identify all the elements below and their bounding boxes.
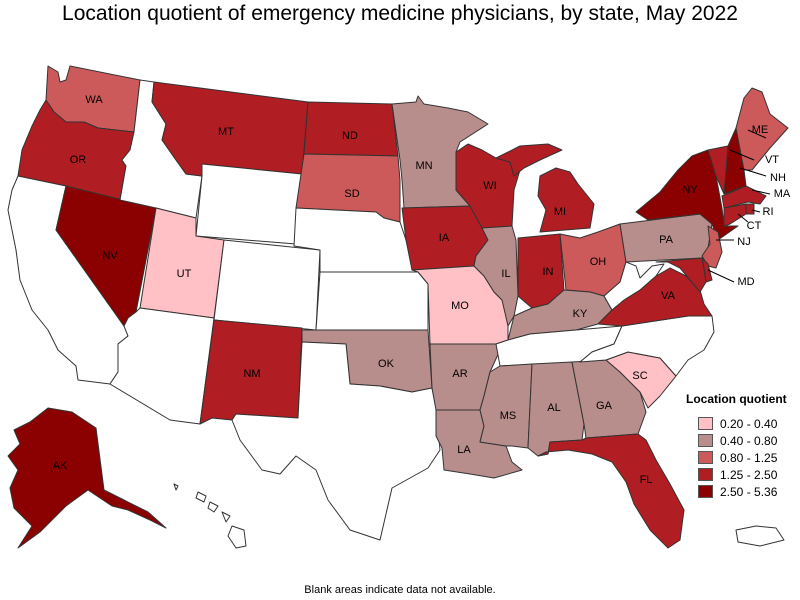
state-label-fl: FL (640, 474, 653, 486)
state-de[interactable] (701, 257, 713, 283)
state-il[interactable] (473, 225, 519, 327)
state-label-al: AL (547, 402, 560, 414)
state-mn[interactable] (391, 95, 489, 209)
state-label-wi: WI (483, 180, 496, 192)
legend-title: Location quotient (686, 392, 787, 406)
footnote: Blank areas indicate data not available. (304, 584, 496, 596)
state-label-mt: MT (218, 126, 234, 138)
state-tx[interactable] (231, 341, 441, 541)
state-label-mo: MO (451, 300, 469, 312)
state-label-vt: VT (765, 154, 779, 166)
state-az[interactable] (109, 307, 215, 425)
state-label-mi: MI (554, 206, 566, 218)
state-ak[interactable] (7, 407, 167, 549)
state-label-ia: IA (439, 232, 450, 244)
state-label-oh: OH (590, 256, 607, 268)
state-label-ct: CT (747, 220, 762, 232)
legend-label: 1.25 - 2.50 (720, 467, 778, 482)
legend-swatch (698, 417, 713, 430)
state-label-nd: ND (342, 130, 358, 142)
state-label-ut: UT (177, 268, 192, 280)
state-label-ga: GA (596, 400, 613, 412)
state-label-mn: MN (415, 160, 432, 172)
legend-label: 0.80 - 1.25 (720, 450, 778, 465)
legend-item: 0.20 - 0.40 (686, 415, 798, 432)
legend-item: 0.40 - 0.80 (686, 432, 798, 449)
state-label-va: VA (661, 290, 676, 302)
state-label-nm: NM (243, 368, 260, 380)
state-label-ar: AR (452, 368, 467, 380)
state-nj[interactable] (701, 225, 723, 269)
state-label-ri: RI (763, 206, 774, 218)
legend-swatch (698, 451, 713, 464)
state-label-ak: AK (53, 460, 68, 472)
state-wy[interactable] (195, 163, 303, 245)
state-label-ny: NY (682, 184, 698, 196)
state-label-sd: SD (344, 188, 359, 200)
state-label-ky: KY (573, 308, 588, 320)
legend-swatch (698, 485, 713, 498)
state-label-la: LA (457, 444, 471, 456)
legend-swatch (698, 468, 713, 481)
state-ks[interactable] (315, 271, 429, 331)
state-label-nj: NJ (737, 236, 750, 248)
legend-label: 0.40 - 0.80 (720, 433, 778, 448)
state-label-wa: WA (85, 94, 103, 106)
state-label-me: ME (752, 124, 769, 136)
state-mi[interactable] (495, 143, 595, 233)
legend-label: 2.50 - 5.36 (720, 484, 778, 499)
state-wv[interactable] (603, 261, 665, 311)
state-label-nv: NV (102, 250, 118, 262)
state-co[interactable] (213, 239, 321, 331)
state-label-or: OR (70, 154, 87, 166)
label-leader-lines (707, 129, 771, 283)
legend-swatch (698, 434, 713, 447)
state-pr[interactable] (735, 525, 785, 547)
legend: Location quotient 0.20 - 0.40 0.40 - 0.8… (686, 392, 798, 500)
legend-item: 2.50 - 5.36 (686, 483, 798, 500)
state-label-in: IN (543, 266, 554, 278)
legend-label: 0.20 - 0.40 (720, 416, 778, 431)
state-fl[interactable] (537, 433, 685, 549)
state-label-sc: SC (632, 370, 647, 382)
state-hi[interactable] (173, 483, 247, 549)
map-title: Location quotient of emergency medicine … (62, 2, 738, 25)
legend-item: 1.25 - 2.50 (686, 466, 798, 483)
state-label-nh: NH (770, 172, 786, 184)
state-ri[interactable] (745, 203, 755, 215)
state-label-pa: PA (659, 234, 674, 246)
legend-item: 0.80 - 1.25 (686, 449, 798, 466)
state-ct[interactable] (723, 203, 747, 227)
state-ny[interactable] (635, 149, 739, 241)
state-label-ma: MA (774, 188, 791, 200)
state-label-ms: MS (500, 410, 517, 422)
state-label-il: IL (501, 268, 510, 280)
state-label-md: MD (737, 276, 754, 288)
state-label-ok: OK (378, 358, 395, 370)
